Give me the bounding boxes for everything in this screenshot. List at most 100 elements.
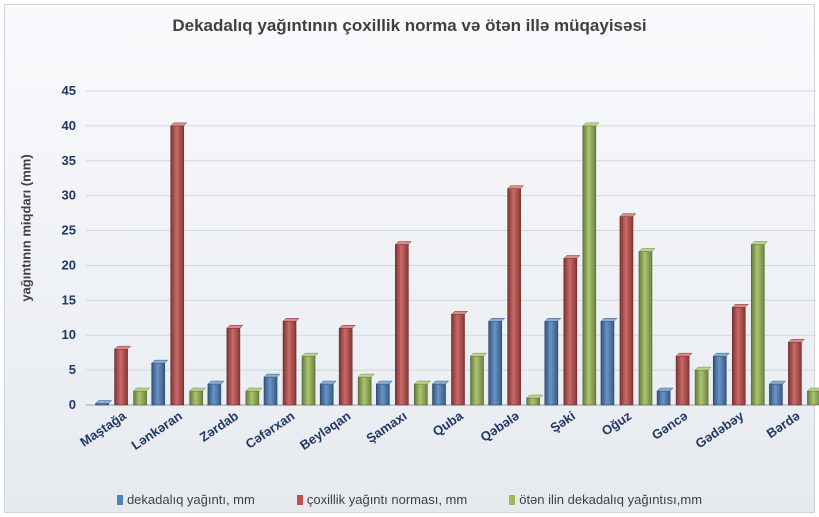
bar-top-1-2 <box>226 324 244 329</box>
bar-top-2-0 <box>132 387 151 392</box>
x-tick-label-11: Gədəbəy <box>693 408 748 452</box>
bar-0-9 <box>600 320 615 406</box>
bar-top-2-4 <box>357 373 375 378</box>
bar-2-10 <box>694 369 709 406</box>
bar-top-1-6 <box>450 311 469 315</box>
bar-0-11 <box>712 355 727 406</box>
bar-top-1-8 <box>563 255 581 259</box>
x-tick-label-1: Lənkəran <box>129 408 185 453</box>
bar-top-1-0 <box>113 345 132 350</box>
bar-top-1-5 <box>394 241 412 245</box>
y-tick-label-0: 0 <box>69 397 76 412</box>
legend-label-1: çoxillik yağıntı norması, mm <box>306 492 468 507</box>
bar-top-2-1 <box>189 387 207 392</box>
bar-1-9 <box>619 216 634 406</box>
bar-top-2-10 <box>694 366 712 371</box>
y-tick-label-15: 15 <box>62 292 76 307</box>
bar-top-1-9 <box>619 213 637 217</box>
bar-1-2 <box>226 327 241 406</box>
bar-top-0-6 <box>431 380 450 385</box>
bar-2-1 <box>189 390 204 406</box>
bar-top-1-11 <box>731 304 749 308</box>
bar-0-4 <box>319 383 334 406</box>
bar-2-6 <box>470 355 484 406</box>
bar-top-0-2 <box>207 380 225 385</box>
bar-2-11 <box>750 244 765 406</box>
y-tick-label-20: 20 <box>62 257 76 272</box>
legend-item-2: ötən ilin dekadalıq yağıntısı,mm <box>509 492 702 507</box>
bar-top-0-0 <box>94 400 113 404</box>
bar-top-2-9 <box>638 248 656 252</box>
x-tick-label-5: Şamaxı <box>363 408 409 446</box>
bar-top-1-4 <box>338 324 356 329</box>
bar-2-5 <box>414 383 428 406</box>
x-tick-label-8: Şəki <box>547 408 578 435</box>
x-tick-label-7: Qəbələ <box>477 408 521 445</box>
bar-0-10 <box>656 390 671 406</box>
legend-swatch-2 <box>509 494 516 505</box>
legend-label-0: dekadalıq yağıntı, mm <box>126 492 255 507</box>
bar-top-1-10 <box>675 352 693 357</box>
bar-2-12 <box>807 390 819 406</box>
bar-2-3 <box>301 355 316 406</box>
bar-2-8 <box>582 125 597 406</box>
bar-0-3 <box>263 376 278 406</box>
bar-top-2-6 <box>469 352 488 357</box>
bar-top-0-3 <box>263 373 281 378</box>
bar-2-0 <box>133 390 147 406</box>
bar-0-12 <box>769 383 783 406</box>
bar-1-5 <box>395 244 409 406</box>
bar-top-0-1 <box>151 359 169 364</box>
y-tick-label-40: 40 <box>62 118 76 133</box>
bar-top-0-7 <box>488 318 506 322</box>
legend-swatch-0 <box>116 494 123 505</box>
bar-top-0-8 <box>544 318 562 322</box>
bar-top-2-5 <box>413 380 431 385</box>
y-tick-label-10: 10 <box>62 327 76 342</box>
bar-top-2-11 <box>750 241 768 245</box>
bar-top-2-3 <box>301 352 319 357</box>
bar-top-0-10 <box>656 387 674 392</box>
bar-top-1-3 <box>282 318 300 322</box>
bar-top-0-5 <box>375 380 393 385</box>
legend-label-2: ötən ilin dekadalıq yağıntısı,mm <box>519 492 703 507</box>
bar-top-2-8 <box>582 122 600 127</box>
bar-1-10 <box>675 355 690 406</box>
bar-1-7 <box>507 188 521 406</box>
bar-0-1 <box>151 362 166 406</box>
y-tick-label-45: 45 <box>62 83 76 98</box>
bar-0-8 <box>544 320 559 406</box>
bar-1-1 <box>170 125 185 406</box>
bar-2-4 <box>357 376 372 406</box>
bar-0-6 <box>432 383 446 406</box>
bar-top-0-12 <box>768 380 787 385</box>
x-tick-label-0: Maştağa <box>77 408 129 450</box>
bar-top-2-12 <box>806 387 819 392</box>
bar-top-1-12 <box>787 338 806 343</box>
chart-title: Dekadalıq yağıntının çoxillik norma və ö… <box>172 16 647 35</box>
bar-top-0-4 <box>319 380 337 385</box>
legend-swatch-1 <box>296 494 303 505</box>
bar-top-0-11 <box>712 352 730 357</box>
y-tick-label-35: 35 <box>62 153 76 168</box>
x-tick-label-10: Gəncə <box>649 408 690 443</box>
x-tick-label-3: Cəfərxan <box>243 408 298 452</box>
bar-top-1-7 <box>507 185 525 189</box>
bar-0-2 <box>207 383 222 406</box>
bar-top-1-1 <box>170 122 188 127</box>
bar-1-0 <box>114 348 128 406</box>
legend: dekadalıq yağıntı, mm çoxillik yağıntı n… <box>0 492 819 507</box>
bar-top-2-2 <box>245 387 263 392</box>
bar-2-2 <box>245 390 260 406</box>
bar-2-7 <box>526 397 540 406</box>
legend-item-1: çoxillik yağıntı norması, mm <box>296 492 468 507</box>
y-tick-label-30: 30 <box>62 188 76 203</box>
bar-1-12 <box>788 341 802 406</box>
bar-1-4 <box>338 327 353 406</box>
bar-top-2-7 <box>526 394 544 399</box>
x-tick-label-6: Quba <box>430 408 467 439</box>
bar-0-5 <box>376 383 390 406</box>
chart-frame <box>4 4 815 513</box>
bar-1-11 <box>731 307 746 406</box>
